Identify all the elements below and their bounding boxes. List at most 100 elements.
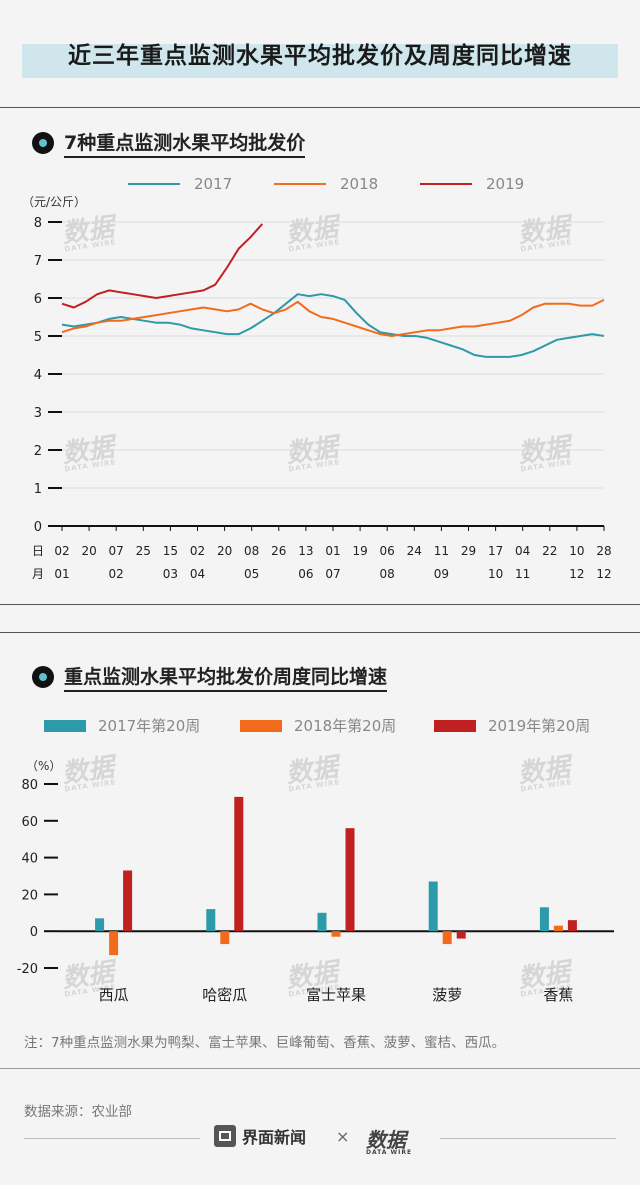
legend-item-2017: 2017: [128, 175, 232, 193]
category-label: 西瓜: [99, 986, 129, 1004]
bar: [220, 931, 230, 945]
bar: [345, 828, 355, 932]
footer: 界面新闻 × 数据 DATA WIRE: [0, 1124, 640, 1156]
x-tick-day: 20: [81, 544, 96, 558]
bar: [123, 870, 133, 932]
x-tick-month: 12: [596, 567, 611, 581]
bar: [442, 931, 452, 945]
y-tick-label: -20: [17, 962, 38, 977]
bar: [109, 931, 119, 956]
bar: [456, 931, 466, 939]
bar-chart: （%） -20 0 20 40 60 80 西瓜 哈密瓜 富士苹果 菠萝 香蕉: [17, 759, 614, 1004]
y-axis-unit: （元/公斤）: [22, 195, 86, 209]
legend-swatch: [240, 719, 282, 732]
x-tick-month: 07: [325, 567, 340, 581]
legend-item-2018w20: 2018年第20周: [240, 715, 396, 736]
brand-icon: [214, 1125, 236, 1147]
x-tick-day: 25: [136, 544, 151, 558]
x-tick-month: 08: [380, 567, 395, 581]
x-tick-day: 17: [488, 544, 503, 558]
divider: [0, 604, 640, 605]
footnote: 注：7种重点监测水果为鸭梨、富士苹果、巨峰葡萄、香蕉、菠萝、蜜桔、西瓜。: [24, 1035, 506, 1051]
bar: [553, 925, 563, 932]
line-chart-title: 7种重点监测水果平均批发价: [32, 128, 306, 158]
bar: [539, 907, 549, 932]
x-tick-day: 07: [109, 544, 124, 558]
x-tick-month: 11: [515, 567, 530, 581]
x-tick-day: 02: [190, 544, 205, 558]
series-line-2019: [61, 223, 264, 309]
data-source: 数据来源：农业部: [24, 1104, 132, 1120]
y-tick-label: 4: [34, 368, 42, 383]
x-tick-day: 24: [407, 544, 422, 558]
x-tick-day: 06: [380, 544, 395, 558]
category-label: 香蕉: [543, 986, 573, 1004]
x-tick-month: 10: [488, 567, 503, 581]
y-tick-label: 0: [34, 520, 42, 535]
bar: [234, 796, 244, 932]
bar-chart-title: 重点监测水果平均批发价周度同比增速: [32, 662, 388, 692]
legend-item-2019: 2019: [420, 175, 524, 193]
x-tick-day: 04: [515, 544, 530, 558]
x-row-day-label: 日: [32, 544, 44, 558]
footer-rule: [24, 1138, 200, 1139]
brand-logo: 界面新闻: [214, 1124, 306, 1148]
category-label: 菠萝: [432, 986, 462, 1004]
x-tick-day: 08: [244, 544, 259, 558]
x-row-month-label: 月: [32, 567, 44, 581]
y-tick-label: 2: [34, 444, 42, 459]
x-tick-day: 19: [352, 544, 367, 558]
legend-item-2017w20: 2017年第20周: [44, 715, 200, 736]
y-tick-label: 8: [34, 216, 42, 231]
legend-swatch: [274, 183, 326, 185]
bar: [567, 920, 577, 932]
bar: [95, 918, 105, 932]
x-tick-month: 06: [298, 567, 313, 581]
legend-swatch: [434, 719, 476, 732]
y-axis-unit: （%）: [26, 759, 61, 773]
bar: [317, 912, 327, 932]
divider: [0, 107, 640, 108]
bar: [206, 909, 216, 932]
x-tick-day: 11: [434, 544, 449, 558]
divider: [0, 1068, 640, 1069]
x-tick-month: 03: [163, 567, 178, 581]
x-tick-month: 01: [54, 567, 69, 581]
x-tick-day: 13: [298, 544, 313, 558]
x-tick-day: 02: [54, 544, 69, 558]
legend-swatch: [44, 719, 86, 732]
x-tick-day: 15: [163, 544, 178, 558]
x-tick-day: 26: [271, 544, 286, 558]
category-label: 富士苹果: [306, 986, 366, 1004]
x-tick-day: 22: [542, 544, 557, 558]
series-line-2018: [61, 298, 605, 337]
x-tick-month: 04: [190, 567, 205, 581]
x-tick-day: 10: [569, 544, 584, 558]
y-tick-label: 20: [21, 888, 38, 903]
x-tick-month: 02: [109, 567, 124, 581]
times-sign: ×: [336, 1127, 350, 1146]
y-tick-label: 5: [34, 330, 42, 345]
legend-swatch: [128, 183, 180, 185]
divider: [0, 632, 640, 633]
x-tick-month: 05: [244, 567, 259, 581]
x-tick-month: 12: [569, 567, 584, 581]
y-tick-label: 80: [21, 778, 38, 793]
bar: [428, 881, 438, 932]
legend-item-2018: 2018: [274, 175, 378, 193]
y-tick-label: 40: [21, 852, 38, 867]
x-tick-day: 20: [217, 544, 232, 558]
bullet-icon: [32, 666, 54, 688]
page-title: 近三年重点监测水果平均批发价及周度同比增速: [68, 43, 572, 69]
y-tick-label: 7: [34, 254, 42, 269]
x-tick-day: 28: [596, 544, 611, 558]
legend-swatch: [420, 183, 472, 185]
legend-item-2019w20: 2019年第20周: [434, 715, 590, 736]
y-tick-label: 1: [34, 482, 42, 497]
title-highlight-band: [22, 44, 618, 78]
x-tick-day: 29: [461, 544, 476, 558]
y-tick-label: 6: [34, 292, 42, 307]
series-line-2017: [61, 293, 605, 358]
y-tick-label: 60: [21, 815, 38, 830]
